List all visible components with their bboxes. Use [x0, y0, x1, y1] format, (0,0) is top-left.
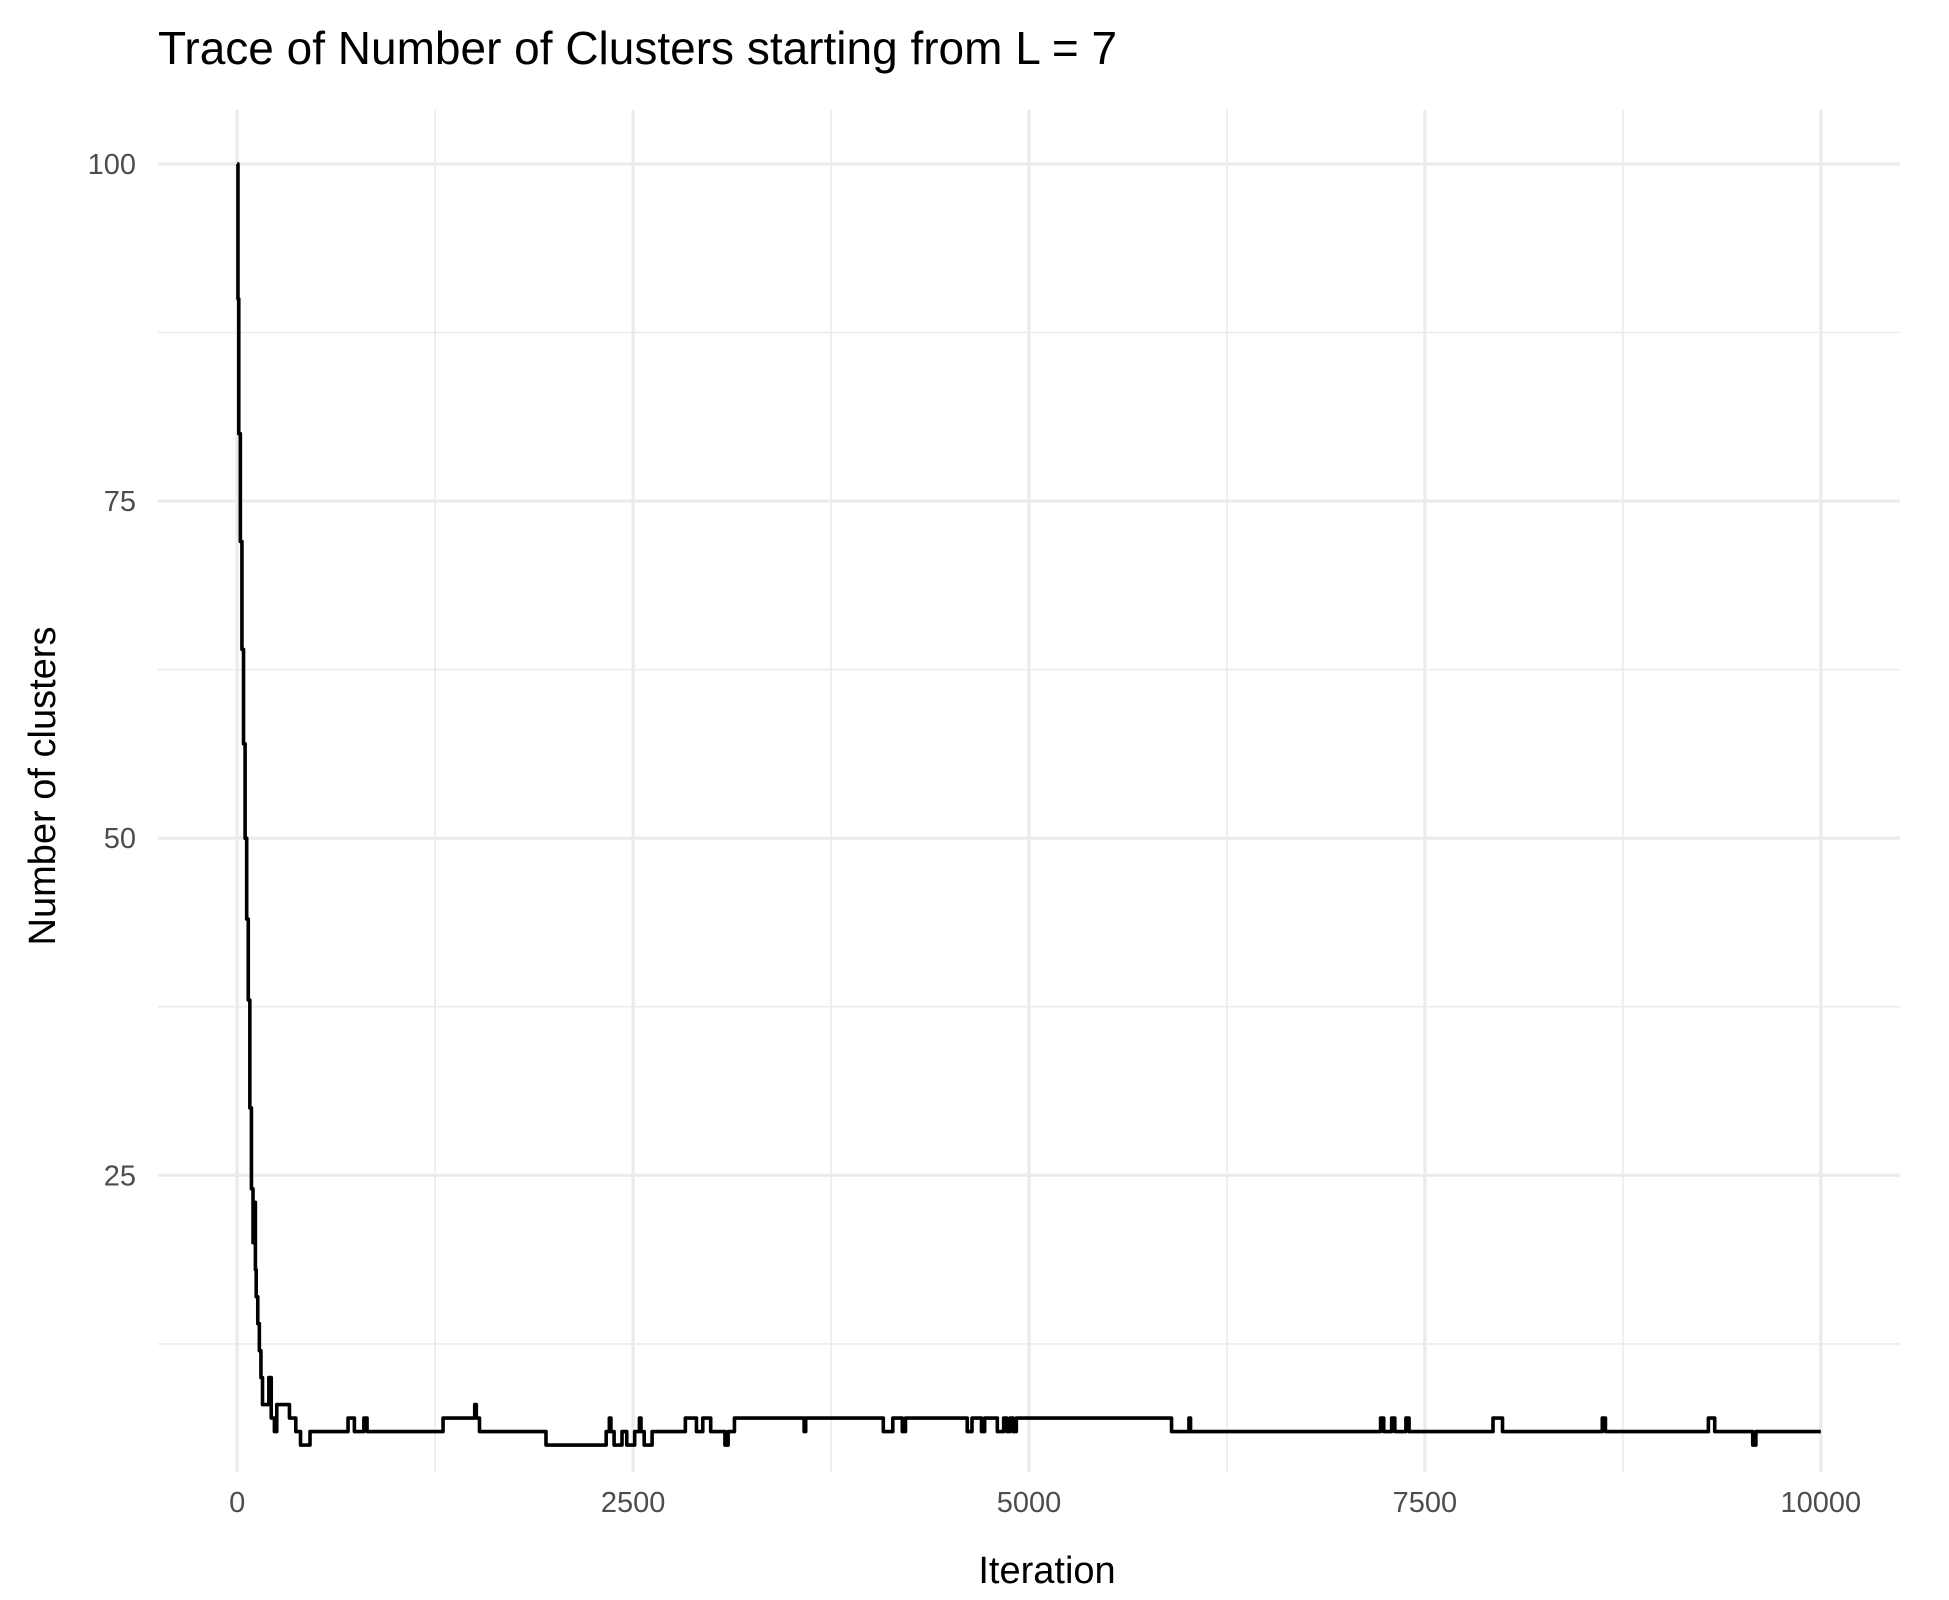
- series-layer: [236, 162, 1821, 1447]
- x-tick-label: 2500: [601, 1487, 666, 1519]
- chart-title: Trace of Number of Clusters starting fro…: [158, 22, 1117, 74]
- series-line: [236, 162, 1821, 1447]
- x-axis-title: Iteration: [978, 1550, 1115, 1592]
- major-gridlines: [158, 110, 1900, 1472]
- y-tick-label: 75: [104, 486, 136, 518]
- x-tick-label: 0: [229, 1487, 245, 1519]
- x-tick-label: 7500: [1393, 1487, 1458, 1519]
- x-tick-labels: 0 2500 5000 7500 10000: [229, 1487, 1861, 1519]
- y-tick-label: 100: [88, 149, 136, 181]
- x-tick-label: 10000: [1780, 1487, 1861, 1519]
- y-tick-label: 50: [104, 823, 136, 855]
- y-tick-labels: 25 50 75 100: [88, 149, 136, 1192]
- x-tick-label: 5000: [997, 1487, 1062, 1519]
- y-axis-title: Number of clusters: [22, 627, 64, 946]
- y-tick-label: 25: [104, 1160, 136, 1192]
